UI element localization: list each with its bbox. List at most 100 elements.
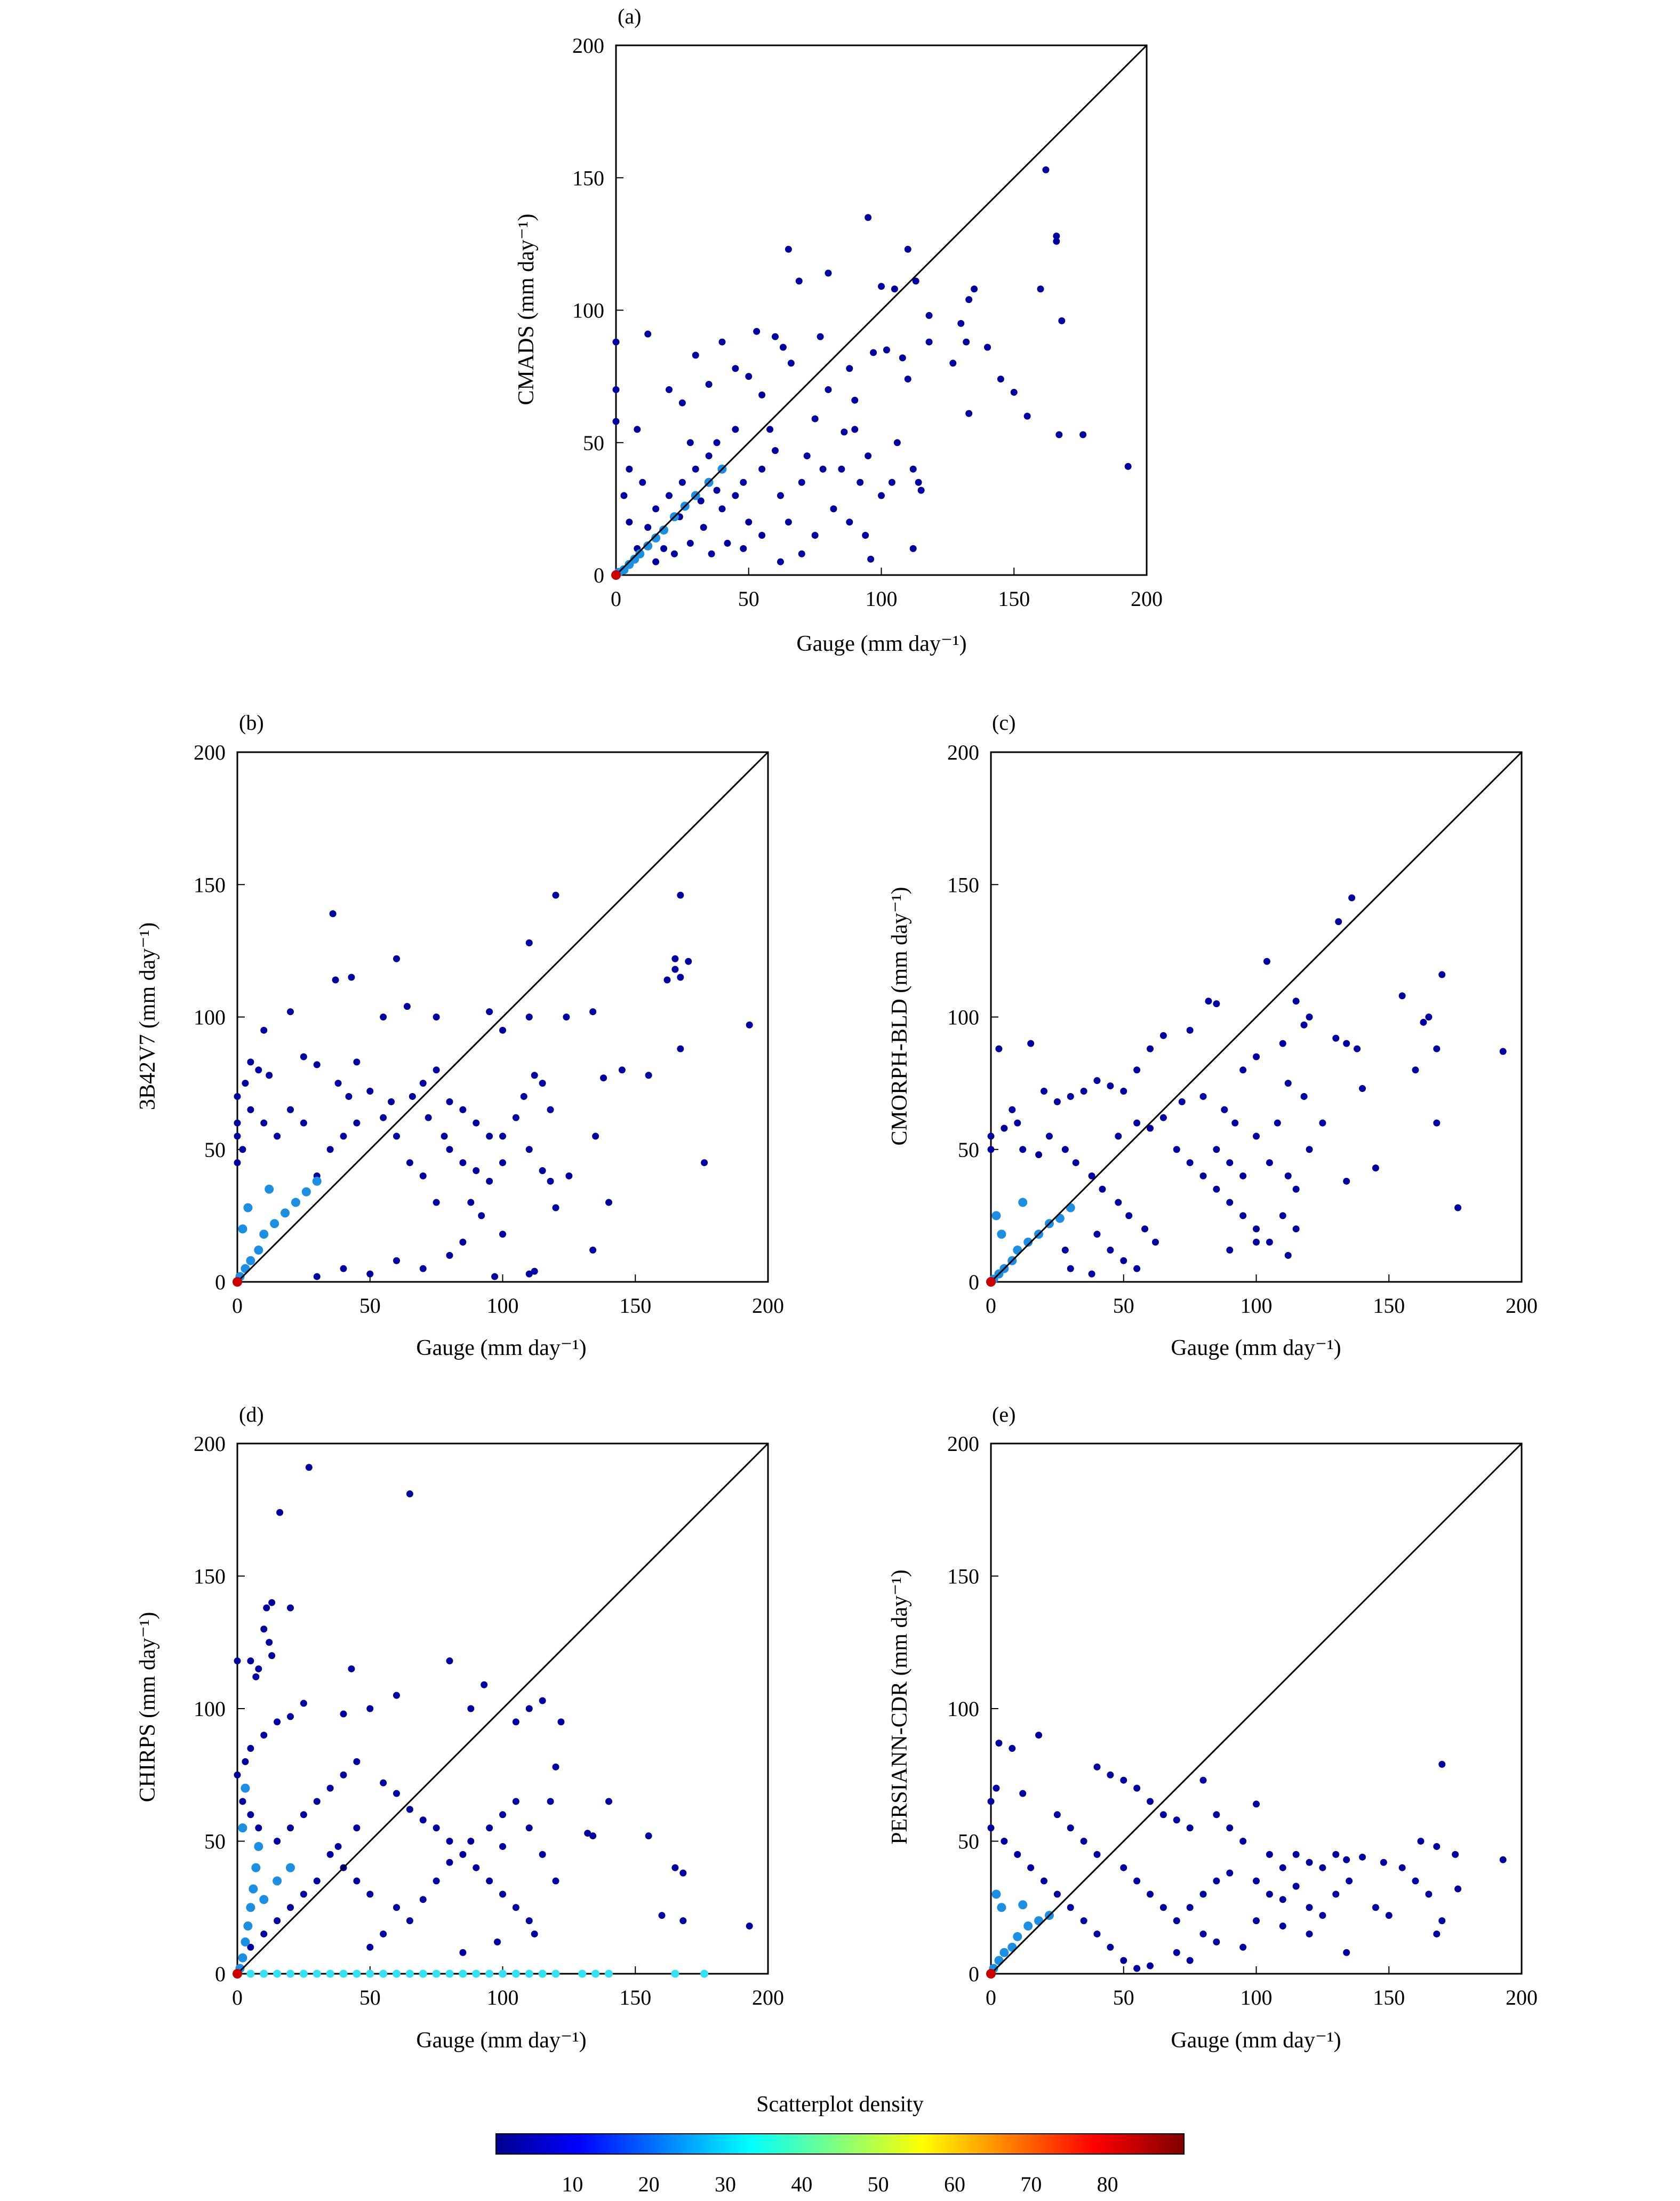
data-point	[995, 1740, 1003, 1747]
data-point	[259, 1230, 269, 1239]
data-point	[334, 1843, 342, 1850]
x-tick-label: 150	[619, 1985, 651, 2009]
data-point	[795, 277, 803, 285]
data-point	[891, 285, 898, 293]
data-point	[671, 955, 679, 962]
data-point	[686, 539, 694, 547]
data-point	[1385, 1912, 1393, 1919]
colorbar-tick-label: 80	[1097, 2172, 1118, 2196]
data-point	[740, 545, 747, 552]
data-point	[1199, 1776, 1207, 1784]
data-point	[904, 376, 911, 383]
data-point	[1199, 1092, 1207, 1100]
plot-area: 0 50 100 150 200 0 50 100 150 200	[194, 740, 784, 1318]
plot-area: 0 50 100 150 200 0 50 100 150 200	[572, 34, 1163, 611]
data-point	[777, 492, 784, 499]
data-point	[686, 439, 694, 446]
data-point	[1213, 1938, 1220, 1945]
data-point	[1226, 1869, 1234, 1877]
data-point	[1332, 1851, 1340, 1858]
data-point	[1226, 1159, 1234, 1167]
data-point	[1035, 1151, 1043, 1159]
data-point	[1226, 1199, 1234, 1206]
data-point	[1266, 1891, 1273, 1898]
data-point	[846, 519, 853, 526]
data-point	[817, 333, 824, 340]
data-point	[301, 1187, 311, 1197]
data-point	[1001, 1838, 1008, 1845]
data-point	[997, 1903, 1006, 1912]
data-point	[1013, 1932, 1022, 1941]
data-point	[1120, 1864, 1127, 1871]
data-point	[589, 1832, 597, 1840]
data-point	[1088, 1270, 1095, 1278]
data-point	[830, 505, 837, 513]
data-point	[1300, 1092, 1308, 1100]
x-tick-label: 200	[752, 1294, 784, 1318]
data-point	[1239, 1172, 1247, 1179]
data-point	[1088, 1172, 1095, 1179]
y-tick-label: 150	[572, 166, 604, 190]
data-point	[287, 1604, 294, 1612]
data-point	[777, 558, 784, 565]
data-point	[459, 1106, 467, 1113]
data-point	[705, 452, 713, 460]
data-point	[353, 1877, 361, 1885]
data-point	[393, 1904, 400, 1911]
data-point	[1343, 1856, 1350, 1863]
data-point	[340, 1133, 347, 1140]
data-point	[242, 1080, 249, 1087]
data-point	[326, 1851, 334, 1858]
x-tick-label: 100	[1241, 1294, 1273, 1318]
data-point	[340, 1771, 347, 1779]
colorbar-ticks: 10 20 30 40 50 60 70 80	[562, 2172, 1118, 2196]
data-point	[525, 1705, 533, 1712]
data-point	[1093, 1763, 1101, 1771]
panel-label: (e)	[992, 1402, 1015, 1426]
data-point	[785, 519, 792, 526]
data-point	[851, 396, 859, 404]
data-point	[1186, 1026, 1194, 1034]
data-point	[234, 1119, 241, 1127]
data-point	[671, 1864, 679, 1871]
data-point	[1125, 1212, 1133, 1219]
data-point	[268, 1652, 276, 1660]
data-point	[685, 958, 692, 965]
data-point	[234, 1092, 241, 1100]
data-point	[1173, 1917, 1180, 1925]
data-point	[999, 1948, 1009, 1957]
y-tick-label: 50	[958, 1830, 979, 1854]
y-tick-label: 50	[204, 1138, 226, 1162]
data-point	[718, 505, 726, 513]
data-point	[1159, 1032, 1167, 1039]
data-point	[838, 465, 845, 473]
data-point	[917, 487, 925, 494]
data-point	[1061, 1146, 1069, 1153]
data-point	[441, 1133, 448, 1140]
data-point	[1173, 1816, 1180, 1824]
data-point	[663, 976, 671, 984]
data-point	[393, 1133, 400, 1140]
data-point	[270, 1219, 279, 1229]
data-point	[499, 1026, 506, 1034]
data-point	[963, 338, 970, 346]
data-point	[366, 1705, 374, 1712]
x-axis-label: Gauge (mm day⁻¹)	[1171, 2028, 1341, 2053]
x-tick-label: 100	[1241, 1985, 1273, 2009]
data-point	[1120, 1776, 1127, 1784]
data-point	[486, 1177, 493, 1185]
data-point	[266, 1072, 273, 1079]
data-point	[1284, 1080, 1292, 1087]
x-tick-label: 100	[487, 1294, 519, 1318]
y-tick-label: 50	[583, 431, 604, 455]
data-point	[589, 1246, 597, 1254]
data-point	[1058, 317, 1066, 324]
data-point	[1266, 1159, 1273, 1167]
data-point	[1332, 1891, 1340, 1898]
data-point	[819, 465, 827, 473]
data-point	[865, 452, 872, 460]
panel-label: (b)	[239, 711, 264, 735]
data-point	[247, 1943, 254, 1951]
data-point	[740, 479, 747, 486]
data-point	[1067, 1824, 1074, 1832]
